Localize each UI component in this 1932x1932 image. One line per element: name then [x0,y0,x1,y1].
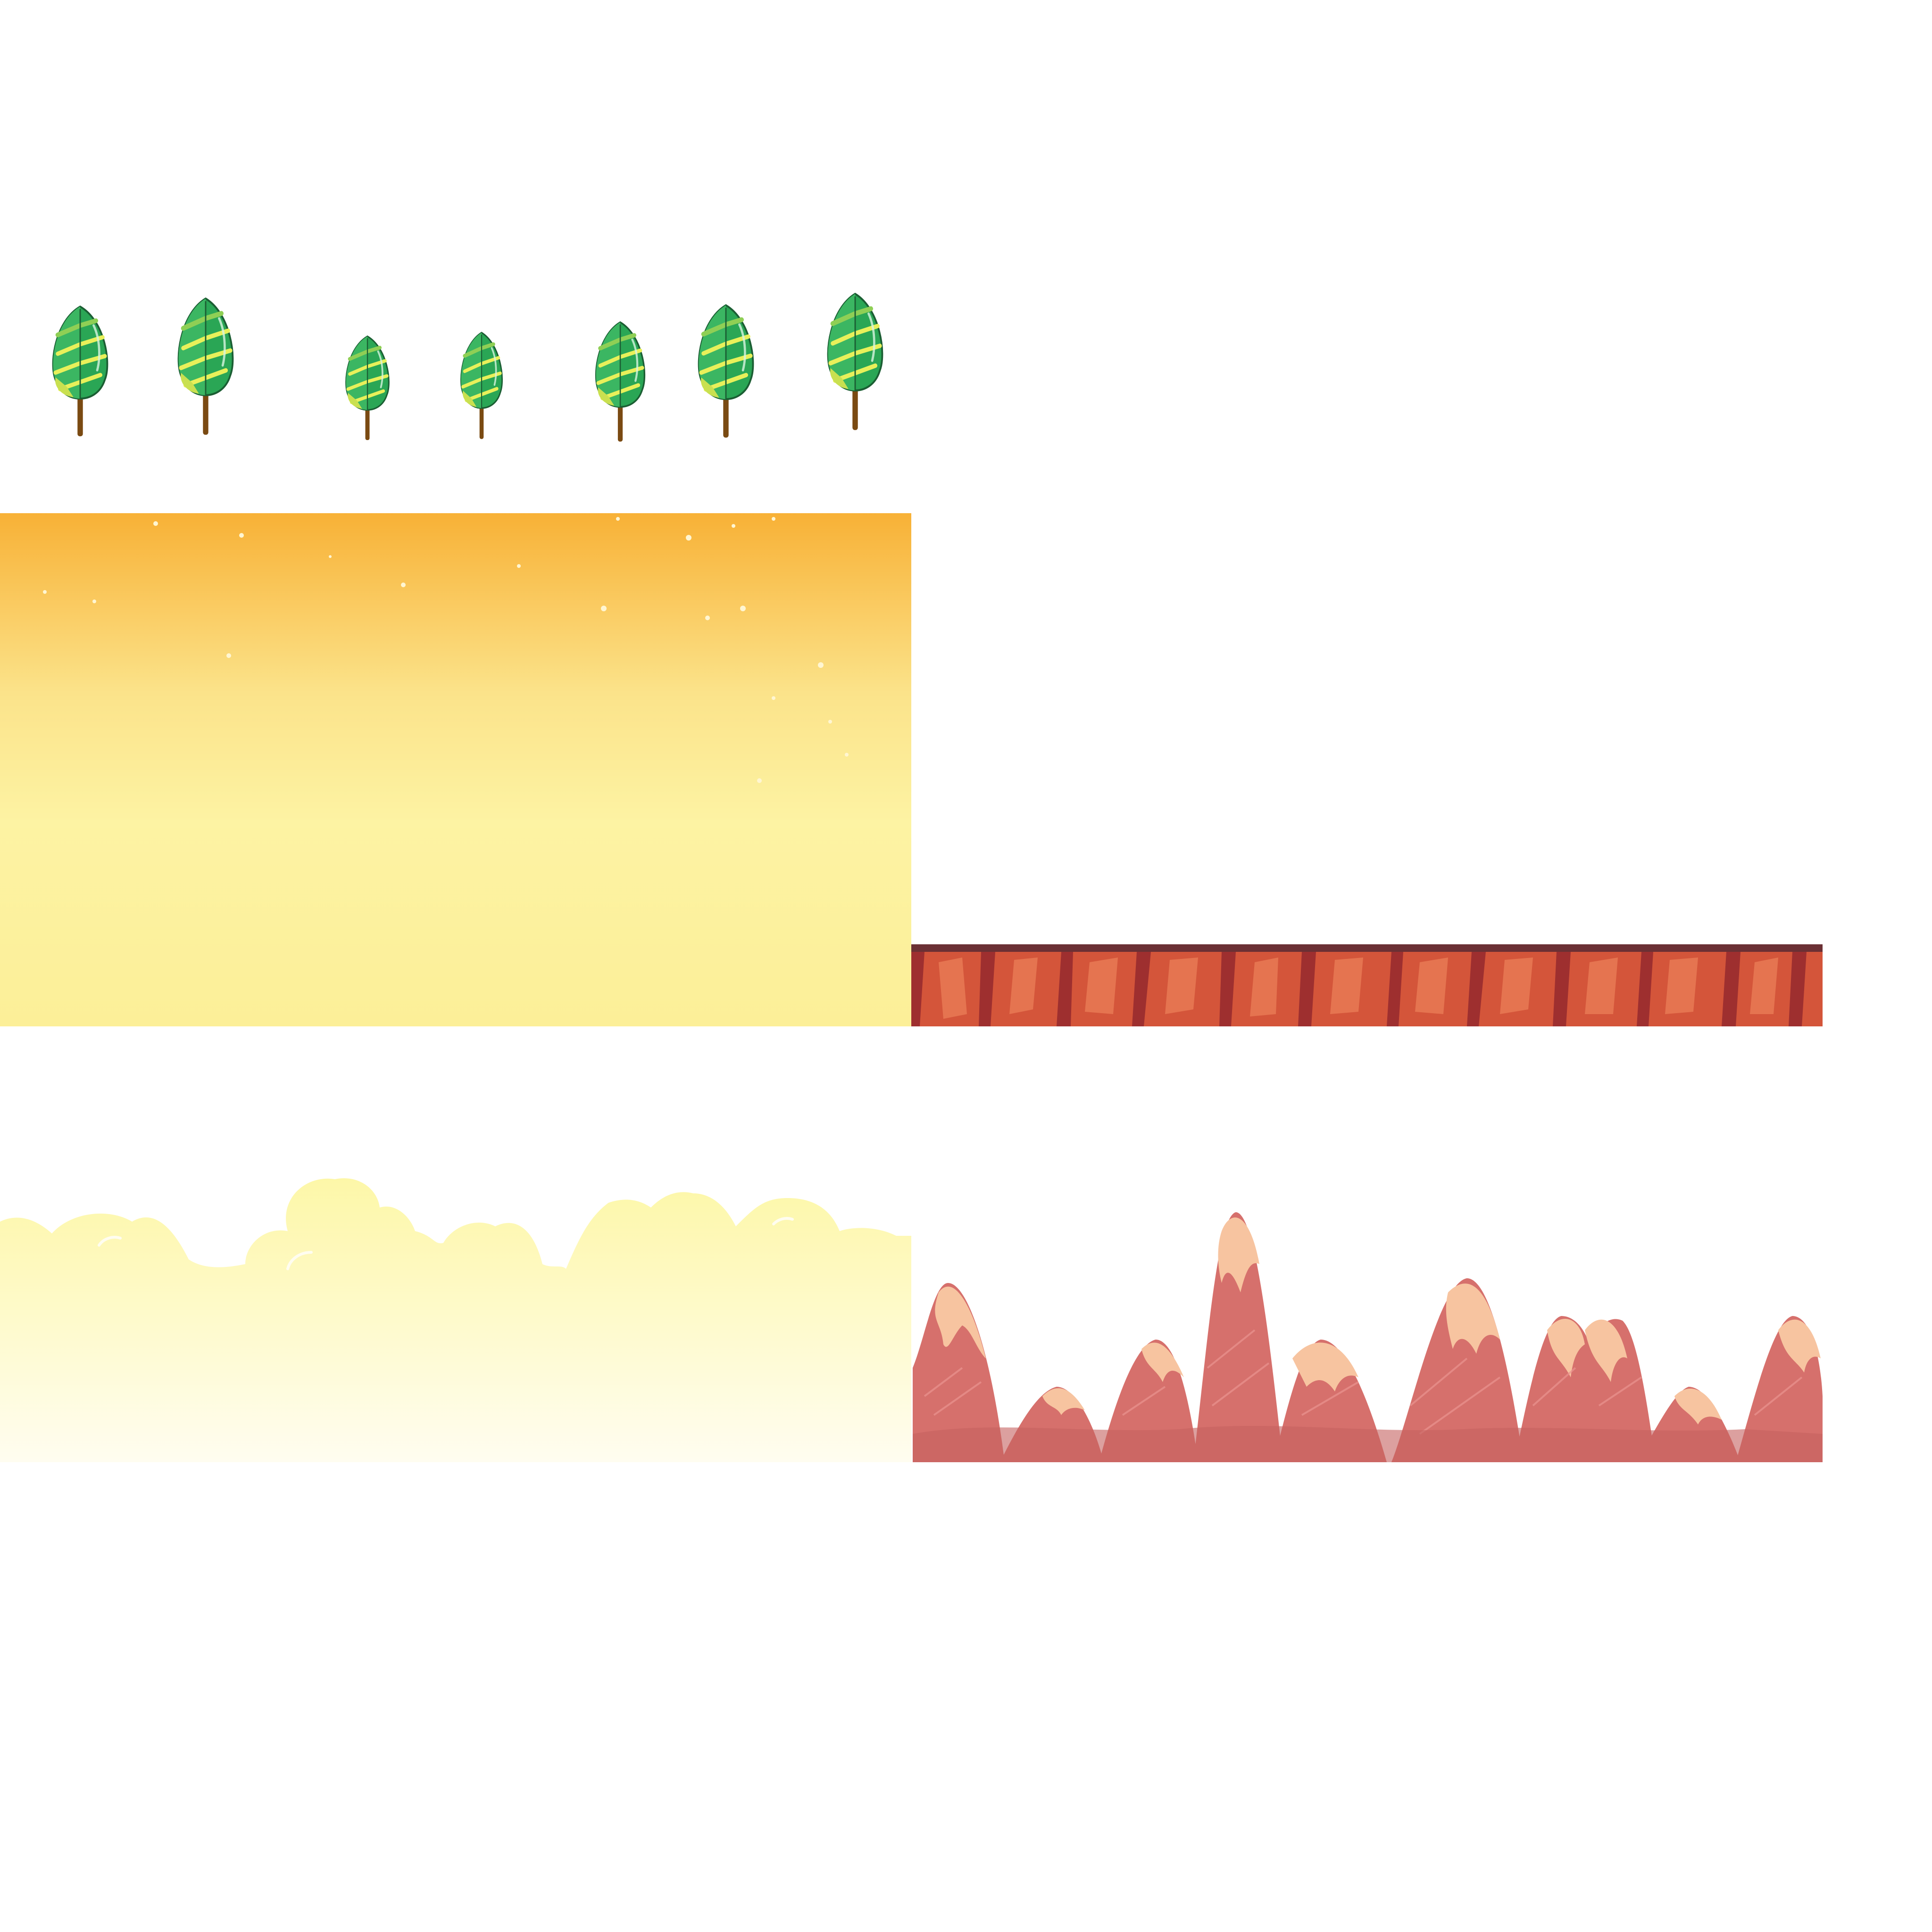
sky-panel [0,513,911,1026]
tree-icon-5 [596,322,645,441]
tree-icon-4 [461,333,502,439]
tree-icon-6 [699,305,753,438]
trees-row [53,294,883,441]
rock-ground-strip [911,944,1823,1026]
sky-stars [43,517,849,783]
tree-icon-2 [179,299,233,435]
tree-icon-1 [53,307,108,436]
tree-icon-7 [828,294,883,430]
tree-icon-3 [346,336,389,440]
cloud-band [0,1178,911,1462]
mountain-range [913,1212,1823,1462]
